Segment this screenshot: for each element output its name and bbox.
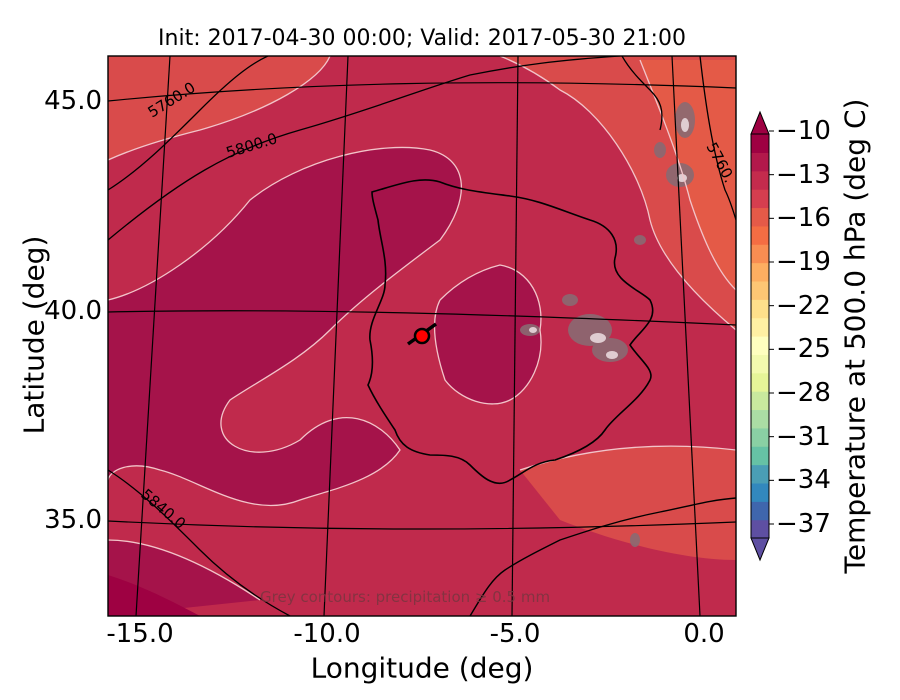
cool-region-se bbox=[520, 446, 736, 560]
colorbar-swatch bbox=[751, 207, 769, 227]
colorbar-tick-label: −16 bbox=[776, 203, 831, 234]
colorbar-label: Temperature at 500.0 hPa (deg C) bbox=[838, 98, 872, 574]
colorbar-tick-label: −22 bbox=[776, 290, 831, 321]
y-axis-label: Latitude (deg) bbox=[17, 235, 51, 435]
location-marker[interactable] bbox=[413, 327, 431, 345]
colorbar-swatch bbox=[751, 446, 769, 466]
coastline-france bbox=[621, 56, 663, 131]
x-tick-label: -15.0 bbox=[106, 619, 174, 649]
colorbar-tick-label: −31 bbox=[776, 421, 831, 452]
colorbar-tick-label: −37 bbox=[776, 509, 831, 539]
colorbar-swatch bbox=[751, 409, 769, 429]
precipitation-heavy bbox=[529, 118, 689, 359]
cool-region-nw bbox=[108, 56, 330, 160]
colorbar-swatch bbox=[751, 391, 769, 411]
graticule bbox=[108, 56, 736, 616]
coastline-iberia bbox=[367, 179, 654, 485]
plot-title: Init: 2017-04-30 00:00; Valid: 2017-05-3… bbox=[158, 26, 686, 51]
colorbar-swatch bbox=[751, 170, 769, 190]
colorbar-swatch bbox=[751, 317, 769, 337]
colorbar-swatch bbox=[751, 501, 769, 521]
colorbar-extend-max bbox=[750, 110, 770, 135]
colorbar-swatch bbox=[751, 427, 769, 447]
map-frame bbox=[107, 55, 737, 617]
warm-region-w bbox=[108, 147, 462, 506]
warmest-region-sw bbox=[108, 575, 200, 616]
colorbar-tick-label: −19 bbox=[776, 247, 831, 277]
colorbar-tick-label: −10 bbox=[776, 116, 831, 146]
colorbar-swatch bbox=[751, 152, 769, 172]
colorbar-tick-label: −34 bbox=[776, 465, 831, 496]
colorbar-swatch bbox=[751, 189, 769, 209]
colorbar-swatch bbox=[751, 372, 769, 392]
colorbar-tick-label: −25 bbox=[776, 334, 831, 365]
colorbar-frame bbox=[750, 133, 770, 539]
colorbar-swatch bbox=[751, 464, 769, 484]
y-tick-label: 35.0 bbox=[44, 505, 102, 535]
colorbar-tick-label: −13 bbox=[776, 159, 831, 190]
x-tick-label: -10.0 bbox=[293, 619, 361, 649]
colorbar-swatch bbox=[751, 262, 769, 282]
colorbar-swatch bbox=[751, 280, 769, 300]
colorbar-swatch bbox=[751, 299, 769, 319]
colorbar-swatch bbox=[751, 336, 769, 355]
colorbar-swatch bbox=[751, 519, 769, 539]
coastline-africa bbox=[469, 497, 736, 616]
temperature-contours bbox=[108, 56, 736, 601]
precipitation-note: Grey contours: precipitation ≥ 0.5 mm bbox=[260, 588, 551, 606]
map-area[interactable]: 5760.0 5800.0 5760. 5840.0 bbox=[108, 56, 739, 616]
colorbar-tick-label: −28 bbox=[776, 378, 831, 408]
colorbar-swatch bbox=[751, 244, 769, 264]
height-contours bbox=[108, 56, 736, 616]
x-tick-label: -5.0 bbox=[489, 619, 541, 649]
x-axis-label: Longitude (deg) bbox=[310, 651, 534, 685]
colorbar-extend-min bbox=[750, 537, 770, 562]
colorbar-swatch bbox=[751, 225, 769, 245]
y-tick-label: 40.0 bbox=[44, 296, 102, 326]
colorbar-swatch bbox=[751, 354, 769, 374]
x-tick-label: 0.0 bbox=[683, 619, 725, 649]
colorbar-swatch bbox=[751, 482, 769, 502]
colorbar-swatch bbox=[751, 134, 769, 153]
y-tick-label: 45.0 bbox=[44, 86, 102, 116]
colorbar bbox=[750, 110, 774, 562]
